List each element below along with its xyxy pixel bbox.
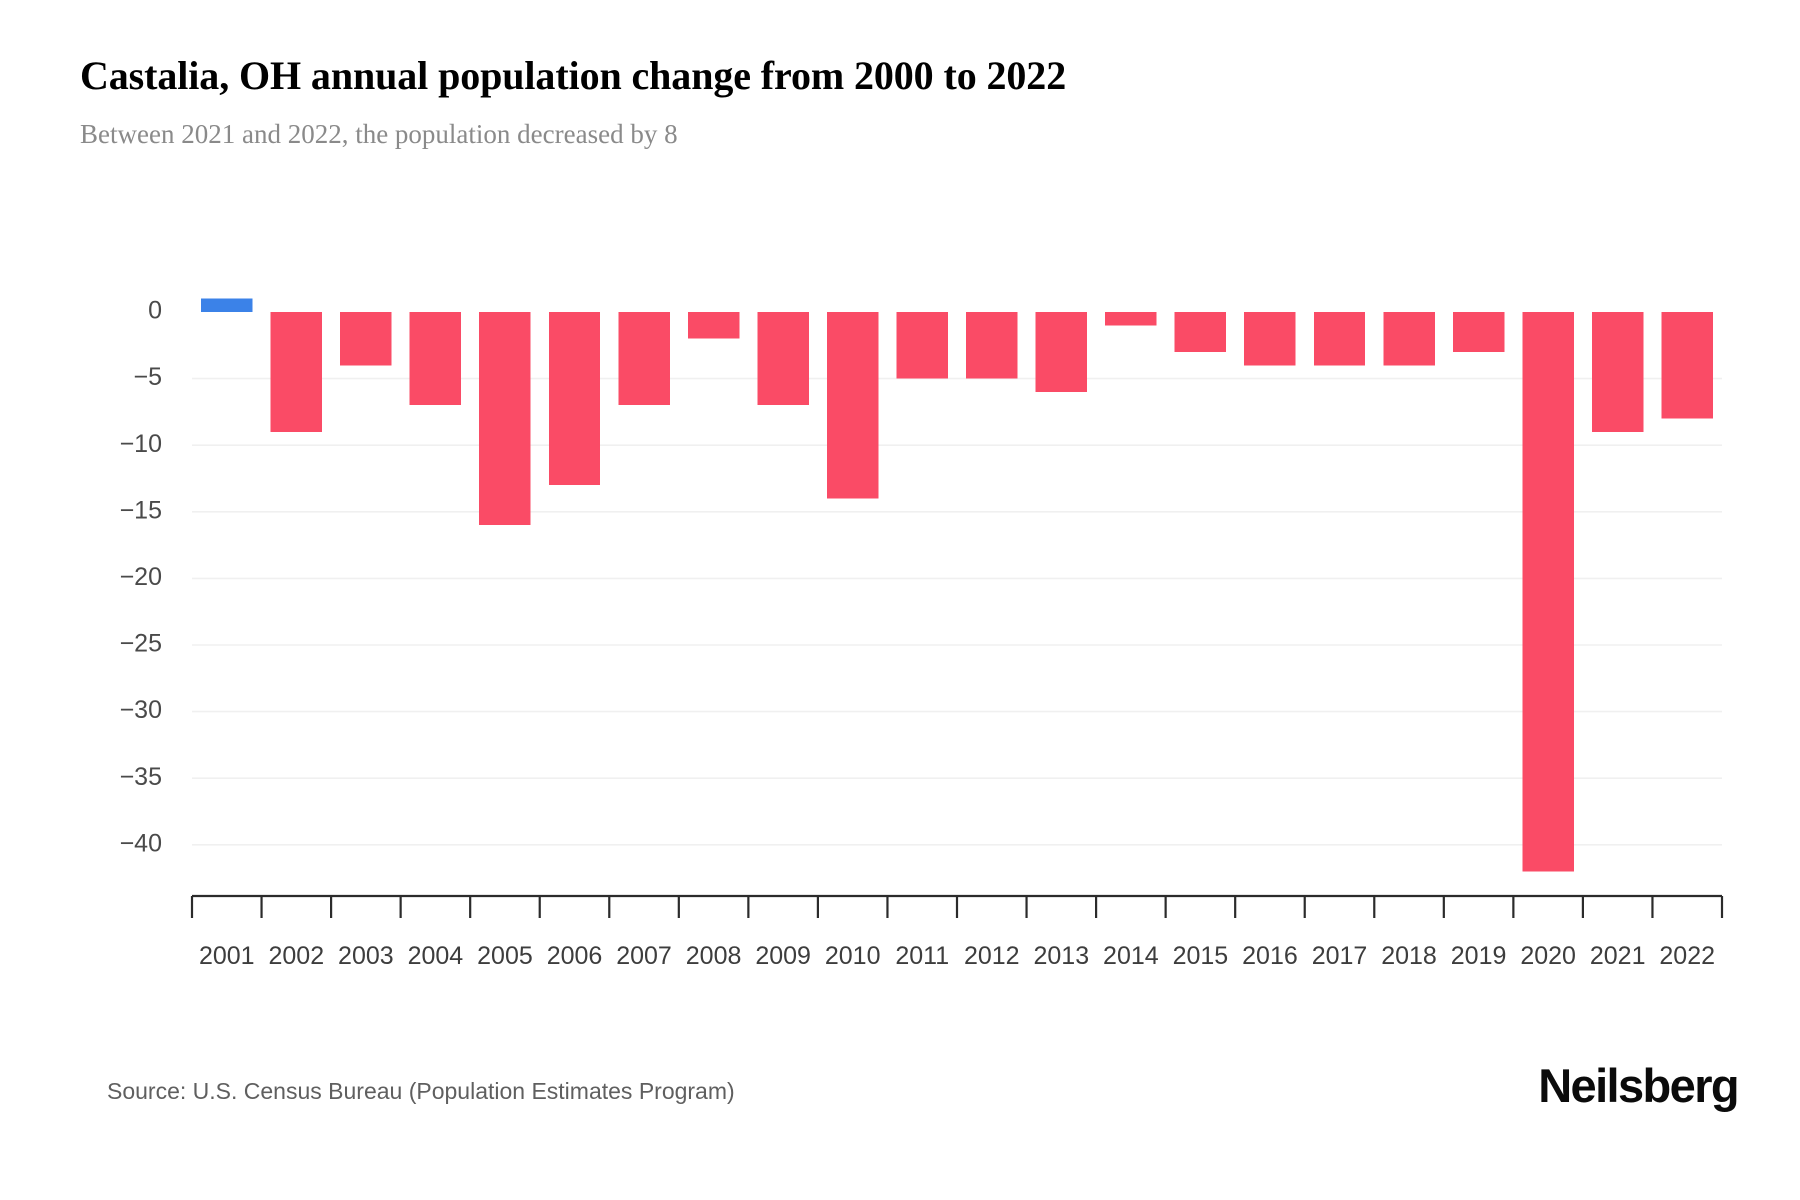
bar-2005[interactable] — [479, 312, 531, 526]
x-axis-tick-label: 2008 — [686, 942, 742, 970]
x-axis-tick-label: 2001 — [199, 942, 255, 970]
x-axis-tick-label: 2015 — [1173, 942, 1229, 970]
x-axis-tick-label: 2003 — [338, 942, 394, 970]
bar-2014[interactable] — [1105, 312, 1157, 326]
bar-2009[interactable] — [757, 312, 809, 406]
x-axis-tick-label: 2016 — [1242, 942, 1298, 970]
y-axis-tick-label: −40 — [120, 829, 162, 857]
x-axis-tick-label: 2022 — [1659, 942, 1715, 970]
y-axis-tick-label: −25 — [120, 630, 162, 658]
bar-2007[interactable] — [618, 312, 670, 406]
x-axis-tick-label: 2010 — [825, 942, 881, 970]
y-axis-tick-label: −35 — [120, 763, 162, 791]
bar-2015[interactable] — [1174, 312, 1227, 352]
bar-2012[interactable] — [966, 312, 1018, 379]
bar-2003[interactable] — [340, 312, 392, 366]
x-axis-tick-label: 2007 — [616, 942, 672, 970]
page-title: Castalia, OH annual population change fr… — [80, 53, 1067, 98]
bar-2017[interactable] — [1313, 312, 1366, 366]
y-axis-tick-label: −15 — [120, 496, 162, 524]
x-axis-tick-label: 2009 — [755, 942, 811, 970]
bar-2010[interactable] — [826, 312, 879, 499]
x-axis-tick-label: 2004 — [408, 942, 464, 970]
bar-2001[interactable] — [201, 298, 253, 312]
bar-2011[interactable] — [896, 312, 948, 379]
x-axis-tick-label: 2011 — [895, 942, 949, 970]
y-axis-tick-label: −20 — [120, 563, 162, 591]
x-axis: 2001 2002 2003 2004 2005 2006 2007 2008 2009 2010… — [190, 894, 1724, 970]
bar-2019[interactable] — [1452, 312, 1505, 352]
x-axis-tick-label: 2002 — [269, 942, 325, 970]
bar-2008[interactable] — [687, 312, 740, 339]
bar-2004[interactable] — [409, 312, 462, 406]
x-axis-tick-label: 2014 — [1103, 942, 1159, 970]
x-axis-tick-label: 2019 — [1451, 942, 1507, 970]
bar-series — [201, 298, 1713, 872]
source-note: Source: U.S. Census Bureau (Population E… — [107, 1078, 735, 1104]
bar-2021[interactable] — [1591, 312, 1644, 432]
x-axis-tick-label: 2018 — [1381, 942, 1437, 970]
chart-header: Castalia, OH annual population change fr… — [80, 52, 1740, 150]
bar-2013[interactable] — [1035, 312, 1088, 392]
chart-subtitle: Between 2021 and 2022, the population de… — [80, 119, 678, 149]
y-axis-tick-label: −5 — [133, 363, 162, 391]
bar-2022[interactable] — [1661, 312, 1713, 419]
x-axis-tick-label: 2013 — [1034, 942, 1090, 970]
x-axis-tick-label: 2006 — [547, 942, 603, 970]
bar-2006[interactable] — [548, 312, 601, 486]
bar-2016[interactable] — [1244, 312, 1296, 366]
x-axis-tick-label: 2005 — [477, 942, 533, 970]
y-axis-tick-label: 0 — [148, 297, 162, 325]
x-axis-tick-label: 2021 — [1590, 942, 1646, 970]
x-axis-tick-label: 2020 — [1520, 942, 1576, 970]
brand-logo: Neilsberg — [1538, 1059, 1739, 1112]
y-axis-tick-label: −30 — [120, 696, 162, 724]
y-axis-tick-label: −10 — [120, 430, 162, 458]
x-axis-tick-label: 2012 — [964, 942, 1020, 970]
y-gridlines: 0 −5 −10 −15 −20 −25 −30 −35 −40 — [120, 297, 1722, 857]
bar-2018[interactable] — [1383, 312, 1435, 366]
bar-2002[interactable] — [270, 312, 323, 432]
bar-2020[interactable] — [1522, 312, 1574, 872]
x-axis-tick-label: 2017 — [1312, 942, 1368, 970]
